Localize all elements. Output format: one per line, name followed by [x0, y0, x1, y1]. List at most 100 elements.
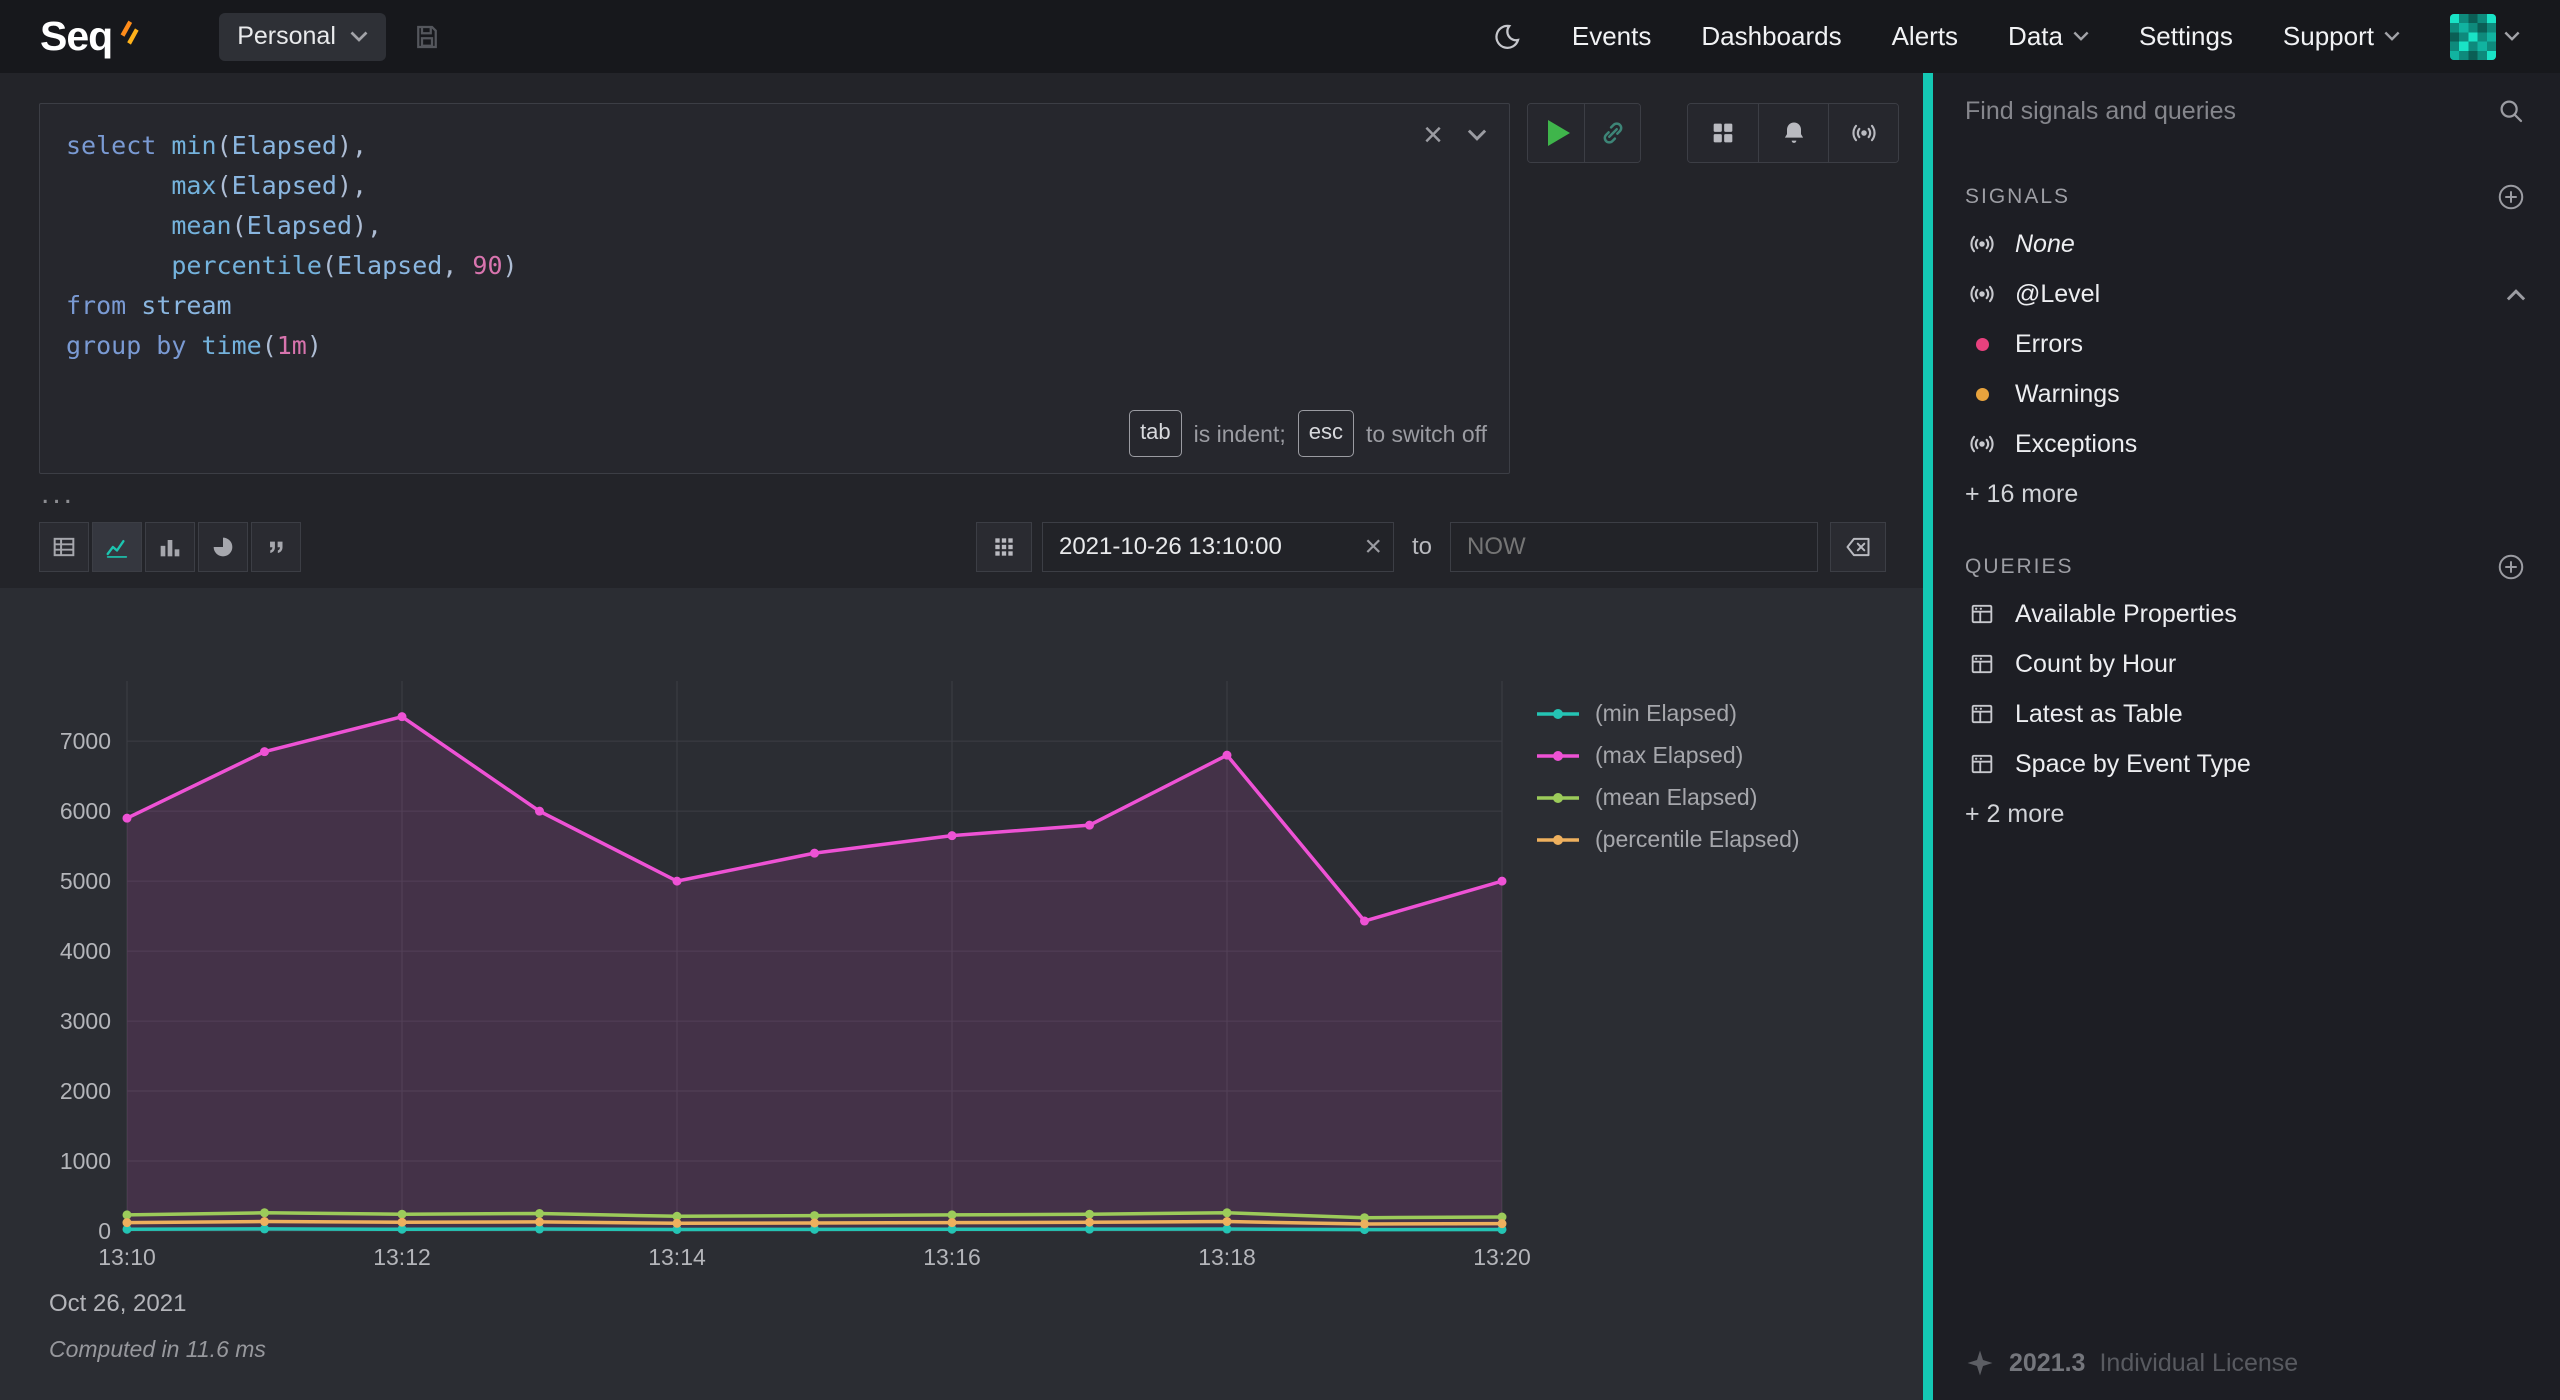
tab-keycap: tab — [1129, 410, 1182, 457]
results-toolbar: × to — [0, 516, 1923, 572]
signal-icon — [1965, 229, 1999, 259]
copy-link-button[interactable] — [1584, 104, 1640, 162]
signal-icon — [1965, 279, 1999, 309]
range-from-wrap: × — [1041, 522, 1394, 572]
chart-panel: 0 1000 2000 3000 4000 5000 6000 7000 13:10 13:12 1… — [0, 588, 1923, 1400]
query-label: Latest as Table — [2015, 699, 2183, 728]
nav-label-dashboards: Dashboards — [1701, 21, 1842, 51]
create-alert-button[interactable] — [1758, 104, 1828, 162]
run-query-button[interactable] — [1528, 104, 1584, 162]
add-signal-button[interactable] — [2496, 182, 2526, 212]
user-menu[interactable] — [2450, 13, 2520, 60]
nav-item-dashboards[interactable]: Dashboards — [1701, 21, 1841, 52]
chevron-down-icon — [1467, 129, 1487, 141]
query-icon — [1965, 750, 1999, 778]
view-mode-table-button[interactable] — [39, 522, 89, 572]
search-input[interactable] — [1965, 96, 2482, 126]
range-from-input[interactable] — [1041, 522, 1394, 572]
signal-label: None — [2015, 229, 2075, 258]
nav-item-events[interactable]: Events — [1572, 21, 1652, 52]
legend-swatch-icon — [1537, 792, 1579, 803]
query-item-latest-as-table[interactable]: Latest as Table — [1965, 689, 2526, 739]
collapse-signal-button[interactable] — [2506, 288, 2526, 301]
nav-label-events: Events — [1571, 21, 1652, 51]
workspace-selector[interactable]: Personal — [219, 12, 386, 61]
warnings-dot-icon — [1965, 387, 1999, 401]
results-expander[interactable]: ... — [41, 477, 76, 510]
legend-item-percentile-elapsed[interactable]: (percentile Elapsed) — [1535, 826, 1800, 853]
svg-text:2000: 2000 — [60, 1078, 111, 1104]
query-code: select min(Elapsed), max(Elapsed), mean(… — [66, 131, 518, 360]
signal-label: @Level — [2015, 279, 2101, 308]
date-picker-button[interactable] — [975, 522, 1032, 572]
clear-from-button[interactable]: × — [1364, 530, 1382, 563]
errors-dot-icon — [1965, 337, 1999, 351]
add-to-dashboard-button[interactable] — [1688, 104, 1758, 162]
widget-button-group — [1687, 103, 1899, 163]
view-mode-bar-chart-button[interactable] — [145, 522, 195, 572]
clear-range-button[interactable] — [1830, 522, 1886, 572]
range-to-input[interactable] — [1450, 522, 1818, 572]
legend-swatch-icon — [1537, 750, 1579, 761]
esc-keycap: esc — [1297, 410, 1354, 457]
sidebar: SIGNALS None @Level Errors — [1923, 73, 2560, 1400]
range-to-wrap — [1450, 522, 1818, 572]
close-query-button[interactable]: × — [1423, 116, 1443, 154]
signals-more-button[interactable]: + 16 more — [1965, 469, 2526, 519]
query-item-available-properties[interactable]: Available Properties — [1965, 589, 2526, 639]
workspace-label: Personal — [237, 22, 336, 50]
view-mode-line-chart-button[interactable] — [92, 522, 142, 572]
esc-hint-text: to switch off — [1365, 420, 1487, 447]
bar-chart-icon — [160, 540, 180, 557]
svg-text:13:18: 13:18 — [1198, 1244, 1256, 1270]
tab-hint-text: is indent; — [1193, 420, 1286, 447]
signal-item-errors[interactable]: Errors — [1965, 319, 2526, 369]
play-icon — [1547, 120, 1570, 146]
signal-item-exceptions[interactable]: Exceptions — [1965, 419, 2526, 469]
legend-item-max-elapsed[interactable]: (max Elapsed) — [1535, 742, 1800, 769]
search-icon[interactable] — [2496, 96, 2526, 126]
signal-item-warnings[interactable]: Warnings — [1965, 369, 2526, 419]
dashboard-icon — [1713, 123, 1733, 143]
query-editor[interactable]: select min(Elapsed), max(Elapsed), mean(… — [39, 103, 1510, 474]
seq-logo: Seq — [40, 16, 141, 57]
legend-label: (max Elapsed) — [1595, 742, 1744, 768]
line-chart-icon — [106, 540, 128, 558]
save-workspace-button[interactable] — [412, 22, 442, 52]
nav-item-data[interactable]: Data — [2008, 21, 2089, 52]
signal-label: Warnings — [2015, 379, 2120, 408]
license-label: Individual License — [2099, 1348, 2299, 1377]
svg-text:3000: 3000 — [60, 1008, 111, 1034]
legend-item-min-elapsed[interactable]: (min Elapsed) — [1535, 700, 1800, 727]
svg-text:13:16: 13:16 — [923, 1244, 981, 1270]
save-as-signal-button[interactable] — [1828, 104, 1898, 162]
legend-label: (min Elapsed) — [1595, 700, 1737, 726]
nav-item-settings[interactable]: Settings — [2139, 21, 2233, 52]
query-item-count-by-hour[interactable]: Count by Hour — [1965, 639, 2526, 689]
chart[interactable]: 0 1000 2000 3000 4000 5000 6000 7000 13:10 13:12 1… — [0, 588, 1560, 1288]
sparkle-icon — [1965, 1348, 1995, 1378]
query-icon — [1965, 600, 1999, 628]
view-mode-pie-chart-button[interactable] — [198, 522, 248, 572]
pie-chart-icon — [213, 537, 233, 557]
link-icon — [1598, 118, 1628, 148]
view-mode-raw-button[interactable] — [251, 522, 301, 572]
dark-mode-toggle[interactable] — [1492, 22, 1522, 52]
query-label: Count by Hour — [2015, 649, 2177, 678]
legend-label: (percentile Elapsed) — [1595, 826, 1800, 852]
nav-item-support[interactable]: Support — [2283, 21, 2400, 52]
queries-more-button[interactable]: + 2 more — [1965, 789, 2526, 839]
signal-item-level[interactable]: @Level — [1965, 269, 2526, 319]
add-query-button[interactable] — [2496, 552, 2526, 582]
legend-item-mean-elapsed[interactable]: (mean Elapsed) — [1535, 784, 1800, 811]
query-icon — [1965, 650, 1999, 678]
signal-item-none[interactable]: None — [1965, 219, 2526, 269]
signals-header: SIGNALS — [1965, 185, 2071, 208]
query-item-space-by-event-type[interactable]: Space by Event Type — [1965, 739, 2526, 789]
queries-header-row: QUERIES — [1965, 545, 2526, 589]
svg-text:1000: 1000 — [60, 1148, 111, 1174]
nav-item-alerts[interactable]: Alerts — [1892, 21, 1958, 52]
svg-text:13:14: 13:14 — [648, 1244, 706, 1270]
query-history-button[interactable] — [1467, 129, 1487, 142]
content-area: select min(Elapsed), max(Elapsed), mean(… — [0, 73, 1923, 1400]
